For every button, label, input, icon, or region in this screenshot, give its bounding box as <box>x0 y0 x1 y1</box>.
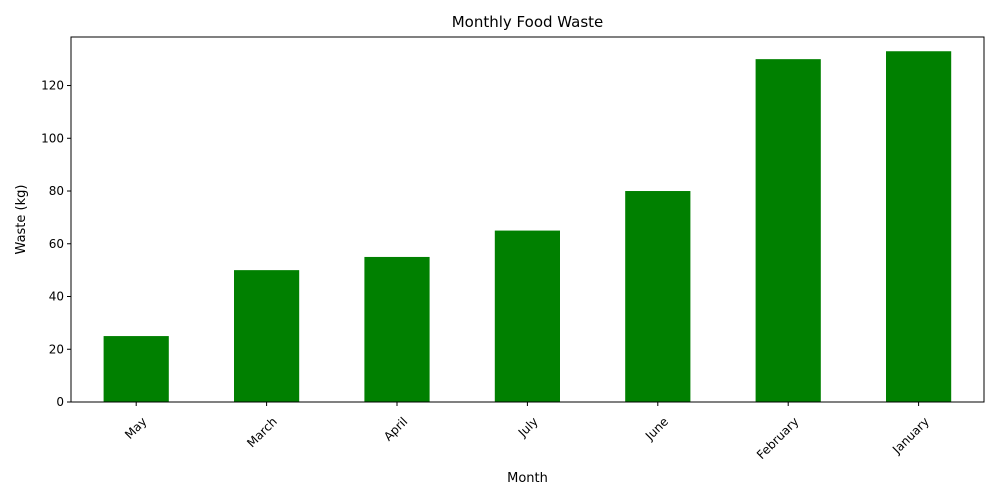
y-axis: 0 20 40 60 80 100 120 <box>41 79 71 409</box>
x-axis: May March April July June February January <box>122 402 932 462</box>
y-tick-label: 100 <box>41 131 64 145</box>
bar-june <box>625 191 691 402</box>
bars-group <box>103 51 952 403</box>
y-tick-label: 80 <box>49 184 64 198</box>
bar-july <box>494 230 560 402</box>
bar-may <box>103 336 169 402</box>
y-tick-label: 0 <box>56 395 64 409</box>
bar-march <box>234 270 300 402</box>
x-tick-label: May <box>122 414 149 441</box>
x-tick-label: June <box>642 414 671 443</box>
y-tick-label: 20 <box>49 342 64 356</box>
x-tick-label: February <box>754 414 802 462</box>
x-tick-label: March <box>244 414 280 450</box>
y-tick-label: 120 <box>41 79 64 93</box>
x-tick-label: April <box>381 414 410 443</box>
y-tick-label: 40 <box>49 290 64 304</box>
x-tick-label: January <box>889 414 932 457</box>
x-axis-label: Month <box>507 471 548 486</box>
bar-february <box>755 59 821 403</box>
plot-frame <box>70 36 985 403</box>
bar-april <box>364 256 430 402</box>
bar-january <box>886 51 952 402</box>
chart-title: Monthly Food Waste <box>452 13 604 31</box>
y-axis-label: Waste (kg) <box>14 185 29 255</box>
y-tick-label: 60 <box>49 237 64 251</box>
x-tick-label: July <box>515 414 541 440</box>
